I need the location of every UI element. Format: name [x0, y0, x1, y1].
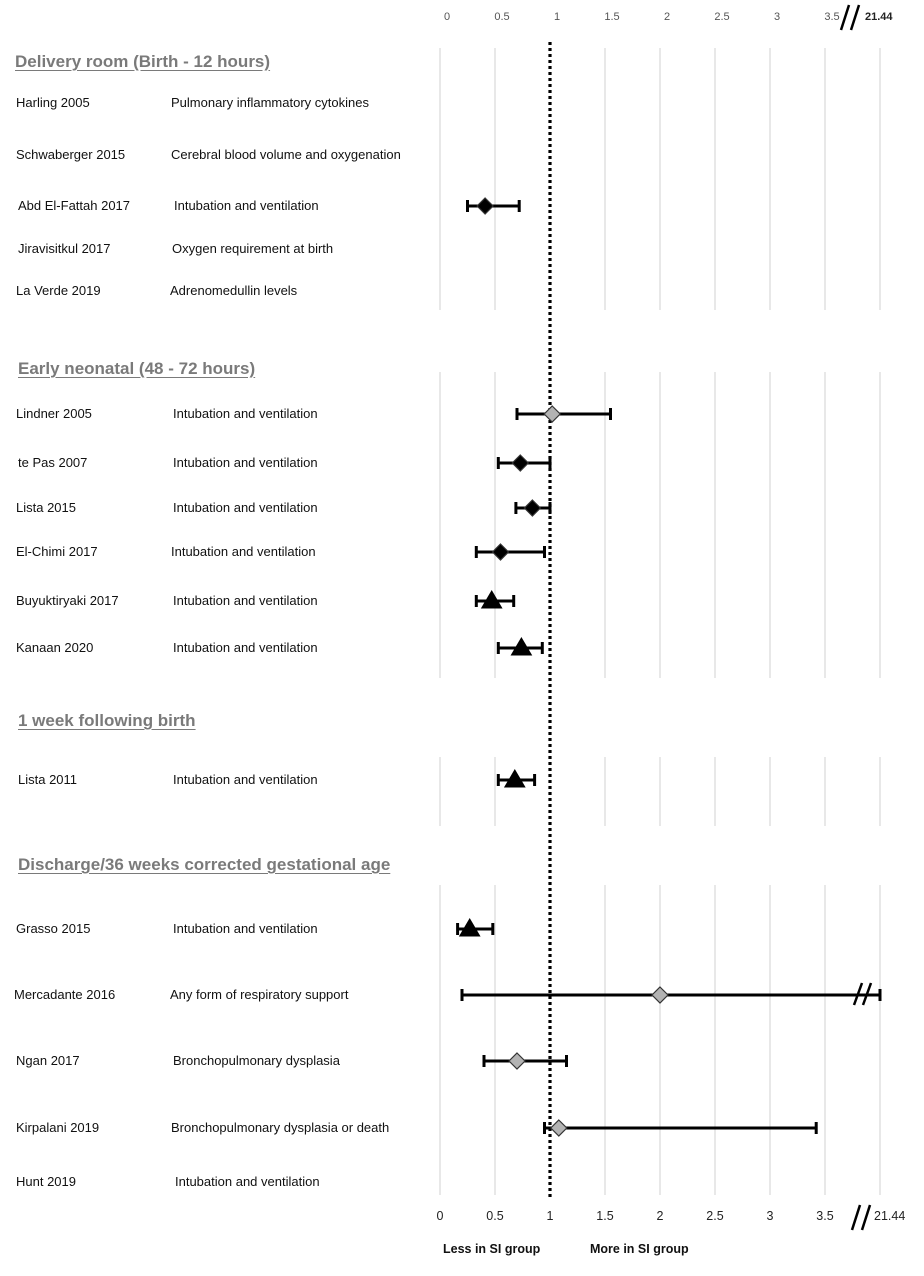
x-tick-label-bottom: 1.5 — [596, 1209, 613, 1223]
study-name: Harling 2005 — [16, 95, 90, 110]
study-name: Ngan 2017 — [16, 1053, 80, 1068]
x-tick-label-top: 2.5 — [714, 11, 729, 23]
outcome-label: Intubation and ventilation — [171, 544, 316, 559]
gridlines — [439, 48, 881, 1195]
outcome-label: Intubation and ventilation — [173, 593, 318, 608]
study-name: Kirpalani 2019 — [16, 1120, 100, 1135]
point-estimate — [543, 405, 562, 423]
study-name: Schwaberger 2015 — [16, 147, 126, 162]
axis-break-icon — [860, 1204, 872, 1231]
x-tick-label-top: 0.5 — [494, 11, 509, 23]
point-estimate — [510, 637, 533, 656]
outcome-label: Oxygen requirement at birth — [172, 241, 334, 256]
x-tick-label-top: 3.5 — [824, 11, 839, 23]
point-estimate — [508, 1052, 526, 1070]
point-estimate — [651, 986, 669, 1004]
study-name: El-Chimi 2017 — [16, 544, 98, 559]
x-tick-label-bottom: 3 — [767, 1209, 774, 1223]
outcome-label: Intubation and ventilation — [173, 406, 318, 421]
outcome-label: Adrenomedullin levels — [170, 283, 298, 298]
axis-break-icon — [839, 4, 851, 31]
study-name: Buyuktiryaki 2017 — [16, 593, 119, 608]
point-estimate — [458, 918, 481, 937]
outcome-label: Intubation and ventilation — [173, 500, 318, 515]
outcome-label: Intubation and ventilation — [174, 198, 319, 213]
point-estimate — [491, 543, 510, 561]
point-estimate — [511, 454, 530, 472]
outcome-label: Bronchopulmonary dysplasia — [173, 1053, 340, 1068]
point-estimate — [549, 1119, 568, 1137]
x-tick-label-bottom: 1 — [547, 1209, 554, 1223]
outcome-label: Intubation and ventilation — [173, 455, 318, 470]
study-name: Grasso 2015 — [16, 921, 91, 936]
outcome-label: Intubation and ventilation — [173, 772, 318, 787]
section-title: 1 week following birth — [18, 711, 196, 730]
x-tick-label-top: 2 — [664, 11, 670, 23]
study-name: Lindner 2005 — [16, 406, 92, 421]
section-title: Early neonatal (48 - 72 hours) — [18, 359, 256, 378]
study-interval — [515, 408, 612, 420]
study-name: Lista 2015 — [16, 500, 76, 515]
point-estimate — [503, 769, 526, 788]
study-name: Kanaan 2020 — [16, 640, 94, 655]
point-estimate — [480, 590, 503, 609]
axis-break-icon — [861, 982, 873, 1006]
study-interval — [543, 1122, 818, 1134]
x-break-label-top: 21.44 — [865, 11, 893, 23]
study-name: Mercadante 2016 — [14, 987, 116, 1002]
section-title: Discharge/36 weeks corrected gestational… — [18, 855, 391, 874]
x-tick-labels: 0 0 0.5 0.5 1 1 1.5 1.5 2 2 2.5 2.5 3 3 3.5 3.5 21.44 21.… — [437, 11, 906, 1223]
outcome-label: Bronchopulmonary dysplasia or death — [171, 1120, 390, 1135]
x-tick-label-bottom: 2 — [657, 1209, 664, 1223]
x-break-label-bottom: 21.44 — [874, 1209, 905, 1223]
x-tick-label-bottom: 2.5 — [706, 1209, 723, 1223]
study-name: Jiravisitkul 2017 — [18, 241, 111, 256]
point-estimate — [523, 499, 542, 517]
x-tick-label-bottom: 0.5 — [486, 1209, 503, 1223]
study-interval — [474, 546, 546, 558]
x-tick-label-top: 0 — [444, 11, 450, 23]
axis-break-icon — [852, 982, 864, 1006]
outcome-label: Pulmonary inflammatory cytokines — [171, 95, 369, 110]
section-title: Delivery room (Birth - 12 hours) — [15, 52, 271, 71]
outcome-label: Intubation and ventilation — [175, 1174, 320, 1189]
study-name: Lista 2011 — [18, 772, 78, 787]
x-tick-label-bottom: 0 — [437, 1209, 444, 1223]
study-name: te Pas 2007 — [18, 455, 88, 470]
x-tick-label-top: 1.5 — [604, 11, 619, 23]
study-name: Hunt 2019 — [16, 1174, 76, 1189]
footer-right-label: More in SI group — [590, 1242, 689, 1256]
x-tick-label-top: 3 — [774, 11, 780, 23]
study-name: La Verde 2019 — [16, 283, 101, 298]
study-name: Abd El-Fattah 2017 — [18, 198, 131, 213]
x-tick-label-bottom: 3.5 — [816, 1209, 833, 1223]
outcome-label: Cerebral blood volume and oxygenation — [171, 147, 401, 162]
study-interval — [460, 982, 882, 1006]
point-estimate — [476, 197, 494, 215]
axis-break-icon — [850, 1204, 862, 1231]
outcome-label: Any form of respiratory support — [170, 987, 349, 1002]
footer-left-label: Less in SI group — [443, 1242, 541, 1256]
outcome-label: Intubation and ventilation — [173, 640, 318, 655]
x-tick-label-top: 1 — [554, 11, 560, 23]
outcome-label: Intubation and ventilation — [173, 921, 318, 936]
axis-break-icon — [849, 4, 861, 31]
